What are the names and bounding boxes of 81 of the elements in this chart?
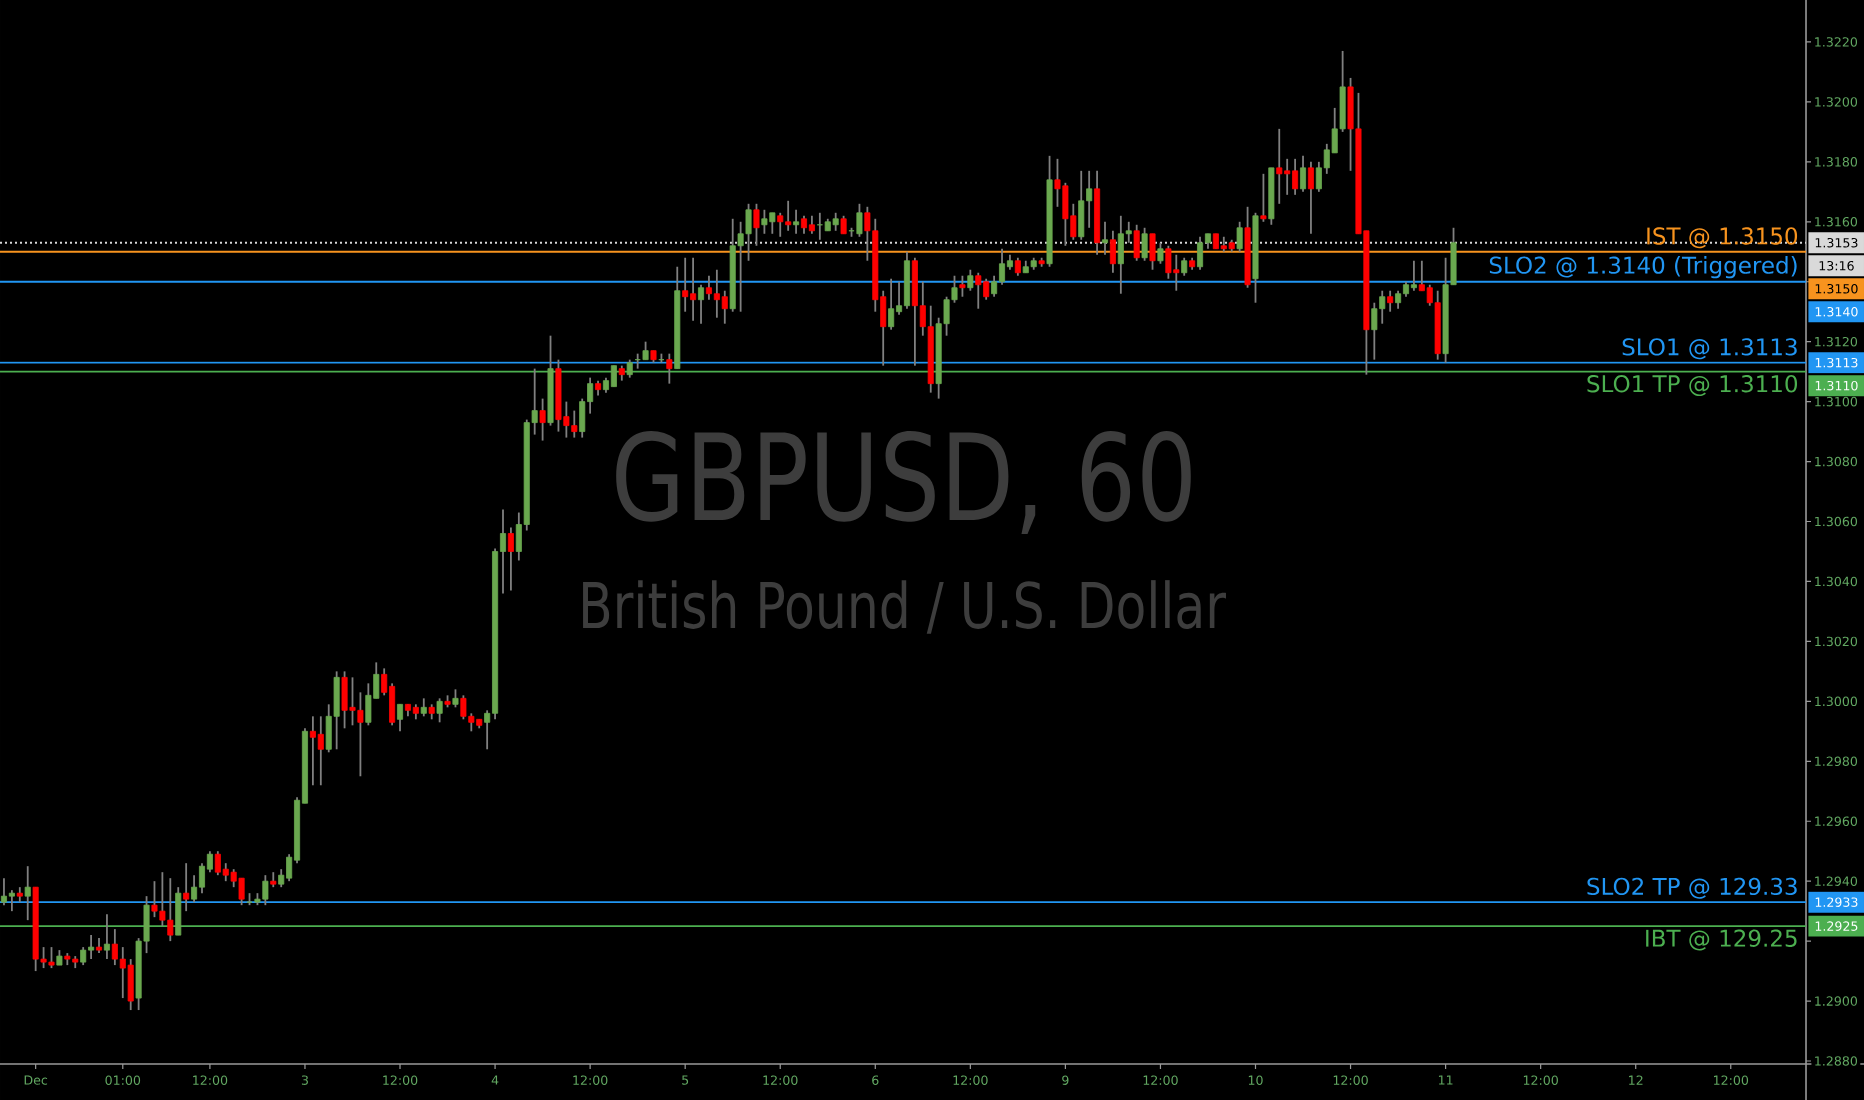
ref-line-label: SLO2 TP @ 129.33 [1587,877,1797,899]
candlestick [175,886,182,937]
candlestick [777,211,784,238]
candlestick [713,268,720,319]
candlestick [721,289,728,325]
candlestick [1284,157,1291,196]
candlestick [1109,229,1116,274]
candlestick [1236,220,1243,253]
candlestick [349,676,356,727]
candlestick [975,271,982,310]
candlestick [1133,223,1140,262]
candlestick [238,877,245,907]
candlestick [167,877,174,943]
candlestick [0,877,7,907]
candlestick [610,364,617,388]
candlestick [1410,259,1417,292]
candlestick [682,256,689,313]
candlestick [88,934,95,960]
candlestick [666,352,673,385]
ref-line-label: SLO1 TP @ 1.3110 [1587,375,1798,397]
candlestick [1300,154,1307,193]
candlestick [753,202,760,247]
ref-line-label: SLO1 @ 1.3113 [1622,338,1797,360]
candlestick [705,274,712,301]
candlestick [103,913,110,960]
candlestick [262,874,269,907]
ref-line-label: IBT @ 129.25 [1646,929,1797,951]
candlestick [1292,157,1299,196]
candlestick [539,397,546,442]
candlestick [999,247,1006,286]
candlestick [903,250,910,310]
candlestick [214,850,221,877]
candlestick [341,670,348,730]
candlestick [1141,226,1148,262]
candlestick [690,256,697,322]
candlestick [959,274,966,298]
candlestick [191,874,198,904]
candlestick [1197,235,1204,271]
candlestick [571,409,578,439]
candlestick [1307,160,1314,235]
candlestick [309,715,316,787]
candlestick [793,208,800,235]
candlestick [183,862,190,913]
candlestick [1387,289,1394,313]
candlestick [397,703,404,733]
candlestick [1101,220,1109,256]
candlestick [111,928,118,966]
candlestick [888,277,895,331]
candlestick [1379,289,1386,325]
text: GBPUSD, 60 [616,430,1191,534]
candlestick [317,715,324,787]
candlestick [151,880,158,919]
candlestick [1157,241,1164,265]
candlestick [1086,169,1093,229]
candlestick [761,208,768,235]
ref-line-label: IST @ 1.3150 [1647,227,1798,249]
candlestick [911,256,918,367]
candlestick [1117,214,1124,295]
text: British Pound / U.S. Dollar [583,580,1227,634]
candlestick [436,697,443,724]
candlestick [389,682,396,727]
candlestick [983,277,990,301]
candlestick [1078,169,1085,241]
candlestick [198,862,205,895]
candlestick [1173,253,1180,292]
candlestick [333,670,340,751]
candlestick [24,865,31,922]
candlestick [365,682,372,727]
candlestick [507,526,514,592]
candlestick [698,283,705,325]
candlestick [119,946,126,999]
candlestick [769,211,776,235]
candlestick [1149,232,1156,271]
candlestick [1260,172,1267,223]
candlestick [785,199,792,232]
candlestick [8,889,15,913]
candlestick [1276,127,1283,205]
candlestick [357,691,364,778]
ref-line-label: SLO2 @ 1.3140 (Triggered) [1489,256,1797,279]
candlestick [1062,181,1069,247]
candlestick [48,946,55,969]
